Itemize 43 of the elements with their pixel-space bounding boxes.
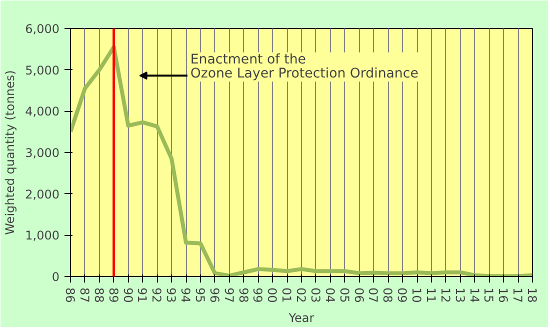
x-tick-label: 14 bbox=[467, 288, 482, 303]
x-tick-label: 96 bbox=[207, 288, 222, 303]
x-tick-label: 95 bbox=[192, 288, 207, 303]
x-tick-label: 08 bbox=[380, 288, 395, 303]
y-tick-label: 2,000 bbox=[25, 187, 60, 202]
x-tick-label: 92 bbox=[150, 288, 164, 303]
x-tick-label: 99 bbox=[250, 288, 265, 303]
x-tick-label: 86 bbox=[63, 288, 77, 303]
x-tick-label: 07 bbox=[366, 288, 380, 303]
x-tick-label: 01 bbox=[280, 288, 294, 303]
x-tick-label: 09 bbox=[395, 288, 410, 303]
x-tick-label: 16 bbox=[496, 288, 510, 303]
x-tick-label: 02 bbox=[294, 288, 308, 303]
x-tick-label: 04 bbox=[322, 288, 337, 303]
x-tick-label: 89 bbox=[106, 288, 120, 303]
y-tick-label: 3,000 bbox=[25, 146, 60, 160]
y-tick-label: 5,000 bbox=[25, 63, 60, 78]
x-tick-label: 15 bbox=[482, 288, 496, 303]
x-tick-label: 18 bbox=[525, 288, 539, 303]
x-tick-label: 90 bbox=[120, 288, 135, 303]
x-tick-label: 05 bbox=[337, 288, 352, 303]
x-tick-label: 97 bbox=[222, 288, 236, 303]
x-tick-label: 88 bbox=[92, 288, 106, 303]
x-tick-label: 11 bbox=[424, 288, 438, 303]
y-tick-label: 6,000 bbox=[25, 22, 60, 36]
y-tick-label: 0 bbox=[52, 270, 60, 284]
y-axis-title: Weighted quantity (tonnes) bbox=[3, 70, 18, 235]
x-tick-label: 10 bbox=[410, 288, 424, 303]
x-tick-label: 93 bbox=[164, 288, 178, 303]
x-tick-label: 03 bbox=[308, 288, 322, 303]
x-tick-label: 00 bbox=[265, 288, 280, 303]
x-tick-label: 87 bbox=[77, 288, 92, 303]
x-tick-label: 17 bbox=[510, 288, 525, 303]
x-tick-label: 12 bbox=[438, 288, 452, 303]
y-tick-label: 4,000 bbox=[25, 104, 60, 119]
y-tick-label: 1,000 bbox=[25, 228, 60, 243]
x-axis-title: Year bbox=[288, 310, 314, 325]
x-tick-label: 91 bbox=[135, 288, 150, 303]
x-tick-label: 94 bbox=[178, 288, 192, 303]
x-tick-label: 06 bbox=[352, 288, 366, 303]
annotation: Enactment of the Ozone Layer Protection Ordinance bbox=[190, 52, 418, 82]
x-tick-label: 98 bbox=[236, 288, 250, 303]
x-tick-label: 13 bbox=[452, 288, 467, 303]
